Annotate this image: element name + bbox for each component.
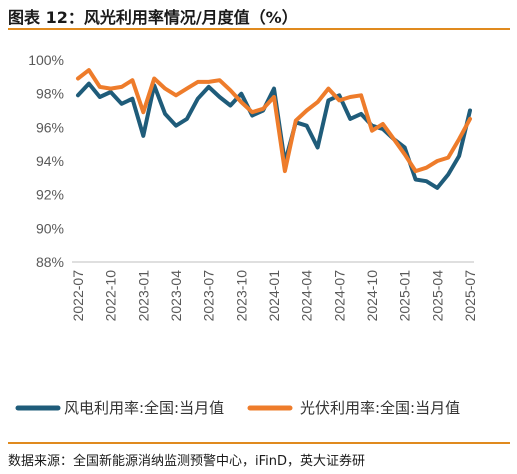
x-tick-label: 2023-10 [233, 270, 249, 322]
series-lines [76, 68, 472, 190]
wind-series-line [76, 81, 472, 190]
solar-series-line [76, 68, 472, 174]
y-tick-label: 96% [36, 119, 64, 135]
legend-label-solar: 光伏利用率:全国:当月值 [300, 399, 460, 417]
line-chart: 88%90%92%94%96%98%100% 2022-07 2022-10 202… [15, 52, 478, 417]
x-tick-label: 2024-04 [299, 270, 315, 322]
x-tick-label: 2025-07 [462, 270, 478, 322]
x-tick-label: 2022-07 [70, 270, 86, 322]
x-tick-label: 2025-01 [397, 270, 413, 322]
x-tick-label: 2023-04 [168, 270, 184, 322]
y-tick-label: 88% [36, 254, 64, 270]
y-tick-label: 100% [28, 52, 64, 68]
source-note: 数据来源：全国新能源消纳监测预警中心，iFinD，英大证券研 [8, 454, 366, 469]
x-tick-label: 2025-04 [429, 270, 445, 322]
x-tick-label: 2024-01 [266, 270, 282, 322]
x-tick-label: 2023-01 [135, 270, 151, 322]
x-tick-label: 2023-07 [201, 270, 217, 322]
x-tick-label: 2024-10 [364, 270, 380, 322]
x-tick-label: 2024-07 [331, 270, 347, 322]
chart-title: 图表 12：风光利用率情况/月度值（%） [8, 8, 298, 27]
legend-label-wind: 风电利用率:全国:当月值 [64, 399, 224, 417]
y-tick-label: 98% [36, 86, 64, 102]
y-tick-label: 94% [36, 153, 64, 169]
x-axis: 2022-07 2022-10 2023-01 2023-04 2023-07 2023-… [70, 270, 478, 322]
x-tick-label: 2022-10 [103, 270, 119, 322]
title-divider [8, 28, 510, 30]
footer-divider [8, 442, 510, 444]
y-axis: 88% 90% 92% 94% 96% 98% 100% [28, 52, 64, 270]
y-tick-label: 92% [36, 187, 64, 203]
legend: 风电利用率:全国:当月值 光伏利用率:全国:当月值 [15, 399, 460, 417]
y-tick-label: 90% [36, 220, 64, 236]
